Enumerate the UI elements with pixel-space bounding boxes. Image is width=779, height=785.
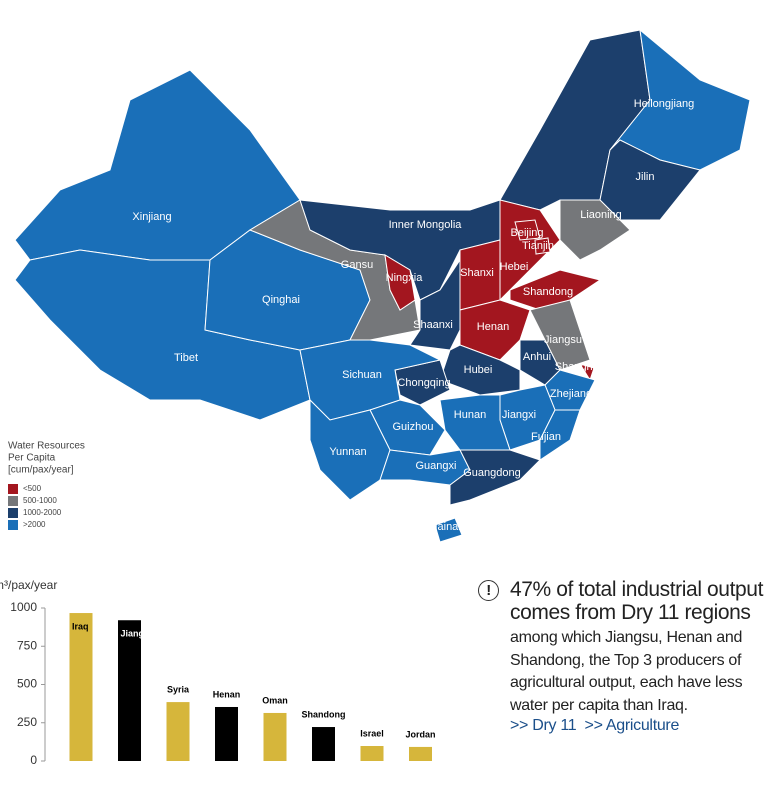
region-label: Chongqing — [397, 377, 450, 389]
region-label: Hunan — [454, 409, 486, 421]
region — [434, 517, 463, 543]
region-label: Hubei — [464, 364, 493, 376]
region-label: Shanxi — [460, 267, 494, 279]
y-tick-label: 500 — [17, 677, 37, 691]
region-label: Ningxia — [386, 272, 424, 284]
bar-label: Henan — [213, 689, 241, 699]
region-label: Shaanxi — [413, 319, 453, 331]
region — [439, 394, 511, 451]
region-label: Jilin — [636, 171, 655, 183]
region-label: Tianjin — [522, 240, 554, 252]
bar — [263, 712, 287, 761]
links: >> Dry 11 >> Agriculture — [478, 717, 773, 735]
region-label: Heilongjiang — [634, 98, 695, 110]
legend-swatch — [8, 508, 18, 518]
region — [409, 258, 461, 351]
legend-label: 1000-2000 — [23, 508, 62, 517]
region-label: Jiangxi — [502, 409, 536, 421]
bar-label: Iraq — [72, 621, 89, 631]
bar-chart: m³/pax/year 0 250 500 750 1000 Iraq Jiangsu Syri… — [0, 578, 436, 767]
legend-label: 500-1000 — [23, 496, 57, 505]
y-tick-label: 0 — [30, 753, 37, 767]
info-icon: ! — [478, 580, 499, 601]
region-label: Qinghai — [262, 294, 300, 306]
legend-title: Per Capita — [8, 453, 56, 464]
y-tick-label: 750 — [17, 638, 37, 652]
region-label: Fujian — [531, 431, 561, 443]
bar — [215, 706, 238, 761]
link[interactable]: >> Agriculture — [584, 717, 680, 734]
region — [578, 363, 595, 382]
region-label: Sichuan — [342, 369, 382, 381]
bar-label: Israel — [360, 728, 384, 738]
legend-swatch — [8, 520, 18, 530]
region-label: Liaoning — [580, 209, 622, 221]
region — [539, 409, 581, 461]
region-label: Xinjiang — [132, 211, 171, 223]
region-label: Beijing — [510, 227, 543, 239]
region — [449, 449, 541, 506]
body-text: among which Jiangsu, Henan and Shandong,… — [510, 629, 743, 714]
bar-label: Jordan — [405, 729, 435, 739]
bar — [360, 746, 384, 761]
bar-label: Shandong — [302, 709, 346, 719]
region-label: Henan — [477, 321, 509, 333]
region — [499, 199, 561, 302]
bar-label: Jiangsu — [121, 629, 155, 639]
y-axis-label: m³/pax/year — [0, 578, 57, 592]
region-label: Shandong — [523, 286, 573, 298]
y-tick-label: 1000 — [10, 600, 37, 614]
legend-swatch — [8, 484, 18, 494]
region-label: Tibet — [174, 352, 198, 364]
headline: 47% of total industrial output comes fro… — [510, 578, 764, 624]
bar — [118, 620, 141, 761]
bar-label: Syria — [167, 684, 190, 694]
bar — [409, 746, 432, 761]
region-label: Guizhou — [393, 421, 434, 433]
legend-title: Water Resources — [8, 441, 85, 452]
region-label: Hainan — [430, 521, 465, 533]
region-label: Guangdong — [463, 467, 521, 479]
region — [384, 254, 416, 311]
legend-title: [cum/pax/year] — [8, 465, 74, 476]
region-label: Anhui — [523, 351, 551, 363]
region — [559, 199, 631, 261]
legend-label: <500 — [23, 484, 42, 493]
region-label: Inner Mongolia — [389, 219, 463, 231]
y-tick-label: 250 — [17, 715, 37, 729]
region-label: Yunnan — [329, 446, 366, 458]
bar — [69, 613, 93, 761]
region-label: Shanghai — [555, 361, 602, 373]
region-label: Hebei — [500, 261, 529, 273]
note: ! 47% of total industrial output comes f… — [478, 578, 773, 735]
map: Xinjiang Tibet Qinghai Gansu Inner Mongolia H… — [8, 28, 751, 543]
bar-label: Oman — [262, 695, 288, 705]
region-label: Guangxi — [416, 460, 457, 472]
bar — [312, 727, 335, 761]
legend-label: >2000 — [23, 520, 46, 529]
region — [534, 237, 551, 255]
region-label: Gansu — [341, 259, 373, 271]
headline-block: ! 47% of total industrial output comes f… — [478, 578, 773, 624]
bar — [166, 702, 190, 761]
legend-swatch — [8, 496, 18, 506]
link[interactable]: >> Dry 11 — [510, 717, 577, 734]
region-label: Zhejiang — [550, 388, 592, 400]
region — [514, 219, 541, 241]
region-label: Jiangsu — [544, 334, 582, 346]
